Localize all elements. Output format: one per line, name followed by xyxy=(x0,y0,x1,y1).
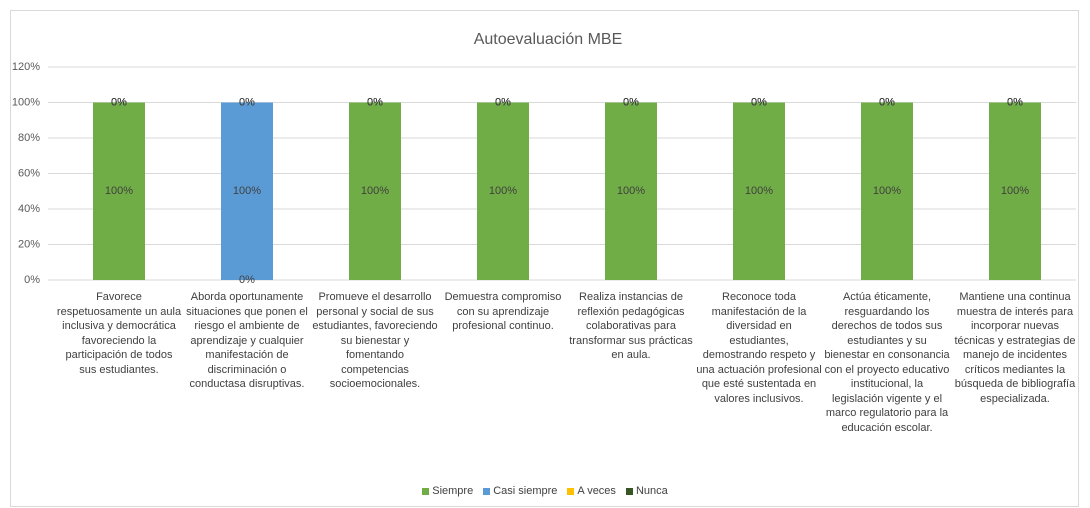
data-label: 0% xyxy=(495,96,511,108)
data-label: 0% xyxy=(623,96,639,108)
data-label: 100% xyxy=(233,185,261,197)
bar-segment xyxy=(477,102,529,280)
legend-swatch xyxy=(483,487,491,495)
bar-segment xyxy=(733,102,785,280)
data-label: 0% xyxy=(879,96,895,108)
data-label: 100% xyxy=(873,185,901,197)
x-tick-label: Promueve el desarrollo personal y social… xyxy=(312,291,438,390)
legend-swatch xyxy=(422,487,430,495)
x-tick-label: Reconoce toda manifestación de la divers… xyxy=(696,291,822,405)
data-label: 0% xyxy=(111,96,127,108)
x-tick-label: Aborda oportunamente situaciones que pon… xyxy=(186,291,308,390)
data-label: 0% xyxy=(239,274,255,286)
data-label: 0% xyxy=(1007,96,1023,108)
y-tick-label: 40% xyxy=(18,203,40,215)
data-label: 0% xyxy=(879,96,895,108)
data-label: 0% xyxy=(111,96,127,108)
legend-swatch xyxy=(567,487,575,495)
data-labels: 100%0%0%0%0%100%0%0%100%0%0%0%100%0%0%0%… xyxy=(105,96,1029,286)
y-tick-label: 80% xyxy=(18,132,40,144)
data-label: 100% xyxy=(1001,185,1029,197)
chart-title: Autoevaluación MBE xyxy=(474,31,623,48)
data-label: 100% xyxy=(489,185,517,197)
bars xyxy=(93,102,1041,280)
legend-item: A veces xyxy=(567,485,616,497)
data-label: 0% xyxy=(751,96,767,108)
x-tick-label: Favorece respetuosamente un aula inclusi… xyxy=(56,291,182,376)
legend-swatch xyxy=(625,487,633,495)
legend-item: Casi siempre xyxy=(483,485,557,497)
bar-segment xyxy=(605,102,657,280)
legend-label: Nunca xyxy=(635,485,668,497)
legend-label: A veces xyxy=(577,485,616,497)
legend-label: Siempre xyxy=(432,485,474,497)
bar-segment xyxy=(989,102,1041,280)
data-label: 0% xyxy=(623,96,639,108)
data-label: 0% xyxy=(367,96,383,108)
data-label: 100% xyxy=(745,185,773,197)
data-label: 0% xyxy=(239,96,255,108)
bar-segment xyxy=(221,102,273,280)
x-tick-label: Mantiene una continua muestra de interés… xyxy=(954,291,1076,405)
y-tick-label: 120% xyxy=(12,61,40,73)
data-label: 0% xyxy=(751,96,767,108)
bar-segment xyxy=(93,102,145,280)
bar-segment xyxy=(861,102,913,280)
y-tick-label: 0% xyxy=(24,274,40,286)
legend-label: Casi siempre xyxy=(493,485,558,497)
legend: Siempre Casi siempre A veces Nunca xyxy=(0,485,1090,497)
y-tick-label: 100% xyxy=(12,96,40,108)
data-label: 0% xyxy=(1007,96,1023,108)
x-tick-label: Realiza instancias de reflexión pedagógi… xyxy=(569,291,693,361)
bar-segment xyxy=(349,102,401,280)
y-tick-label: 20% xyxy=(18,238,40,250)
legend-item: Nunca xyxy=(625,485,668,497)
legend-item: Siempre xyxy=(422,485,473,497)
data-label: 0% xyxy=(239,96,255,108)
data-label: 0% xyxy=(623,96,639,108)
x-tick-label: Demuestra compromiso con su aprendizaje … xyxy=(444,291,562,332)
x-tick-label: Actúa éticamente, resguardando los derec… xyxy=(824,291,950,434)
data-label: 0% xyxy=(495,96,511,108)
data-label: 0% xyxy=(367,96,383,108)
data-label: 0% xyxy=(879,96,895,108)
data-label: 100% xyxy=(105,185,133,197)
data-label: 0% xyxy=(111,96,127,108)
y-tick-label: 60% xyxy=(18,167,40,179)
data-label: 0% xyxy=(1007,96,1023,108)
data-label: 100% xyxy=(617,185,645,197)
data-label: 0% xyxy=(367,96,383,108)
data-label: 0% xyxy=(495,96,511,108)
data-label: 0% xyxy=(751,96,767,108)
data-label: 100% xyxy=(361,185,389,197)
